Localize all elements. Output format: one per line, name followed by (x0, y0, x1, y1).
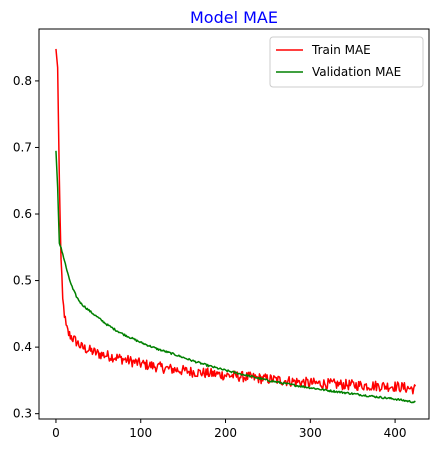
y-tick-label: 0.7 (13, 140, 32, 154)
series-line-validation-mae (55, 150, 416, 404)
x-tick-label: 400 (384, 426, 407, 440)
y-tick-label: 0.8 (13, 74, 32, 88)
y-tick-label: 0.6 (13, 207, 32, 221)
plot-area (38, 28, 430, 420)
y-tick-label: 0.4 (13, 340, 32, 354)
y-tick-label: 0.5 (13, 274, 32, 288)
x-tick-label: 100 (129, 426, 152, 440)
x-tick-label: 0 (52, 426, 60, 440)
legend-label: Validation MAE (312, 65, 401, 79)
y-tick-label: 0.3 (13, 407, 32, 421)
chart-title: Model MAE (190, 8, 278, 27)
legend-box (269, 36, 424, 88)
legend-label: Train MAE (311, 43, 371, 57)
x-tick-label: 200 (214, 426, 237, 440)
legend: Train MAE Validation MAE (269, 36, 424, 88)
x-tick-label: 300 (299, 426, 322, 440)
series-line-train-mae (55, 48, 417, 395)
